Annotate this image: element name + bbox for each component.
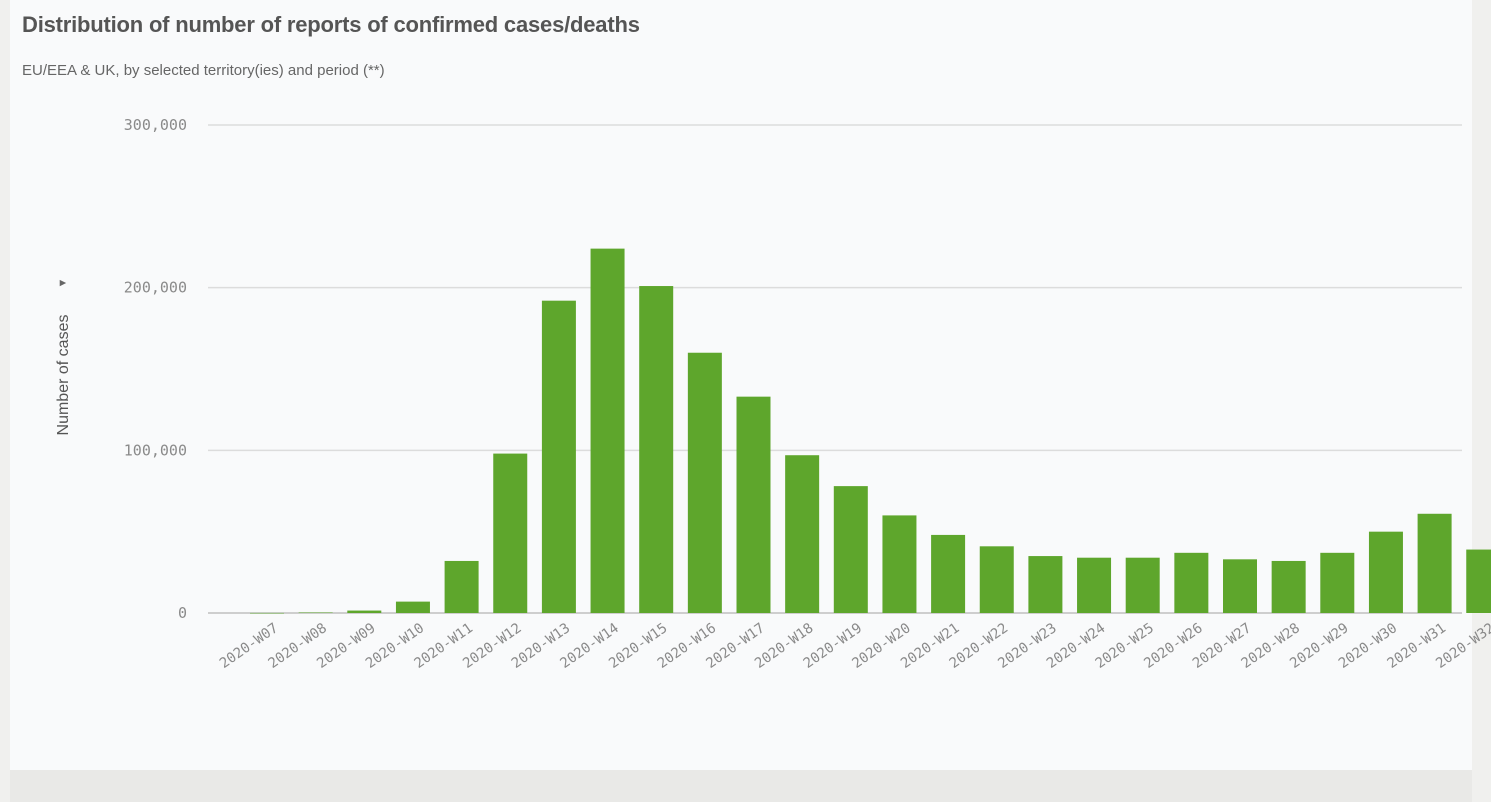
bars	[250, 248, 1491, 614]
bar[interactable]	[1417, 513, 1452, 613]
bar[interactable]	[1271, 560, 1306, 613]
y-axis-title: Number of cases	[55, 315, 72, 436]
chart-subtitle: EU/EEA & UK, by selected territory(ies) …	[22, 62, 385, 79]
bar[interactable]	[736, 396, 771, 613]
bar[interactable]	[444, 560, 479, 613]
bar[interactable]	[1174, 552, 1209, 613]
bar[interactable]	[882, 515, 917, 613]
bar[interactable]	[1368, 531, 1403, 613]
y-tick-label: 200,000	[124, 279, 187, 297]
card-footer	[10, 770, 1472, 802]
bar[interactable]	[833, 486, 868, 613]
bar[interactable]	[785, 455, 820, 613]
x-axis-ticks: 2020-W072020-W082020-W092020-W102020-W11…	[217, 620, 1491, 672]
bar[interactable]	[493, 453, 528, 613]
bar[interactable]	[931, 534, 966, 613]
bar[interactable]	[687, 352, 722, 613]
y-tick-label: 300,000	[124, 116, 187, 134]
bar[interactable]	[250, 612, 284, 614]
chart-card	[10, 0, 1472, 770]
y-axis-ticks: 0 100,000 200,000 300,000	[124, 116, 187, 622]
chart-title: Distribution of number of reports of con…	[22, 12, 640, 37]
bar[interactable]	[639, 286, 674, 613]
y-tick-label: 100,000	[124, 441, 187, 459]
y-axis-label[interactable]: Number of cases ▼	[55, 278, 72, 436]
sort-down-icon[interactable]: ▼	[57, 278, 69, 289]
bar[interactable]	[1466, 549, 1491, 613]
bar[interactable]	[590, 248, 625, 614]
bar[interactable]	[541, 300, 576, 613]
bar[interactable]	[1223, 559, 1257, 613]
bar[interactable]	[395, 601, 430, 613]
bar[interactable]	[298, 612, 333, 614]
y-tick-label: 0	[178, 604, 187, 622]
bar[interactable]	[347, 610, 382, 613]
bar[interactable]	[1125, 557, 1160, 613]
bar[interactable]	[1320, 552, 1355, 613]
bar[interactable]	[1028, 556, 1063, 613]
bar[interactable]	[979, 546, 1014, 613]
bar[interactable]	[1077, 557, 1112, 613]
